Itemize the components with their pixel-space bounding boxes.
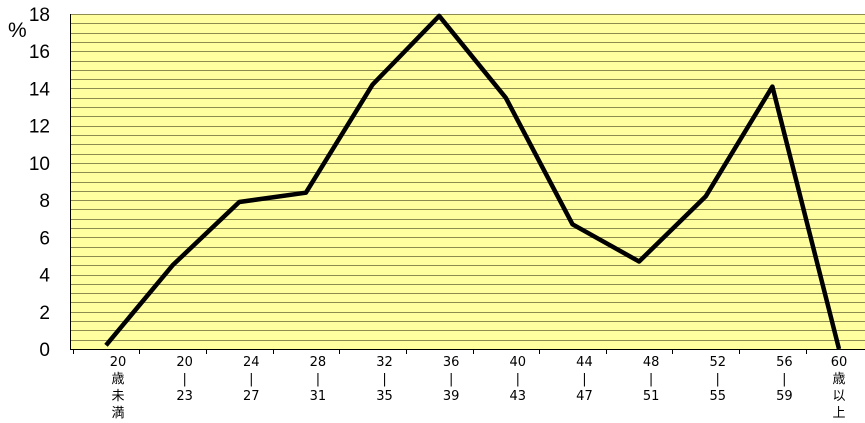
- x-tick-label: |: [382, 372, 386, 387]
- x-tick-label: |: [316, 372, 320, 387]
- x-tick-label: 59: [776, 389, 793, 404]
- x-tick-label: 39: [443, 389, 460, 404]
- plot-area: [70, 14, 865, 349]
- x-tick-labels: 20歳未満20|2324|2728|3132|3536|3940|4344|47…: [110, 355, 848, 421]
- series-group: [104, 13, 842, 350]
- x-tick-label: |: [782, 372, 786, 387]
- x-tick-label: 36: [443, 355, 460, 370]
- y-axis-unit-label: %: [8, 19, 27, 42]
- x-tick-label: 44: [576, 355, 593, 370]
- y-tick-label: 8: [39, 191, 50, 212]
- y-tick-label: 2: [39, 303, 50, 324]
- x-tick-label: 20: [110, 355, 127, 370]
- y-tick-label: 0: [39, 340, 50, 361]
- x-tick-label: 43: [510, 389, 527, 404]
- y-tick-label: 18: [29, 5, 50, 26]
- y-tick-label: 14: [29, 79, 51, 100]
- y-tick-labels: 0 2 4 6 8 10 12 14 16 18: [29, 5, 51, 361]
- x-tick-label: 27: [243, 389, 260, 404]
- x-tick-label: |: [649, 372, 653, 387]
- x-tick-label: 48: [643, 355, 660, 370]
- x-tick-label: 56: [776, 355, 793, 370]
- x-tick-label: 20: [176, 355, 193, 370]
- x-tick-label: 60: [831, 355, 848, 370]
- x-tick-label: 51: [643, 389, 660, 404]
- x-tick-label: |: [516, 372, 520, 387]
- x-tick-label: |: [182, 372, 186, 387]
- x-tick-label: 満: [111, 406, 124, 421]
- x-tick-label: 55: [709, 389, 726, 404]
- x-tick-label: 23: [176, 389, 193, 404]
- x-tick-label: 31: [310, 389, 327, 404]
- y-tick-label: 12: [29, 117, 50, 138]
- y-tick-label: 16: [29, 42, 50, 63]
- x-tick-label: 歳: [832, 372, 845, 387]
- x-tick-label: |: [716, 372, 720, 387]
- x-tick-label: 上: [832, 406, 845, 421]
- x-tick-label: 35: [376, 389, 393, 404]
- x-tick-label: |: [449, 372, 453, 387]
- y-tick-label: 6: [39, 228, 50, 249]
- x-tick-label: |: [582, 372, 586, 387]
- axes: [70, 14, 865, 354]
- x-tick-label: 47: [576, 389, 593, 404]
- y-tick-label: 4: [39, 266, 50, 287]
- y-tick-label: 10: [29, 154, 50, 175]
- x-tick-label: 28: [310, 355, 327, 370]
- x-tick-label: 52: [709, 355, 726, 370]
- series-line: [104, 13, 842, 350]
- x-tick-label: 未: [111, 389, 124, 404]
- x-tick-label: 歳: [111, 372, 124, 387]
- x-tick-label: 40: [510, 355, 527, 370]
- x-tick-label: 以: [832, 389, 845, 404]
- x-tick-label: 24: [243, 355, 260, 370]
- x-tick-label: |: [249, 372, 253, 387]
- x-tick-label: 32: [376, 355, 393, 370]
